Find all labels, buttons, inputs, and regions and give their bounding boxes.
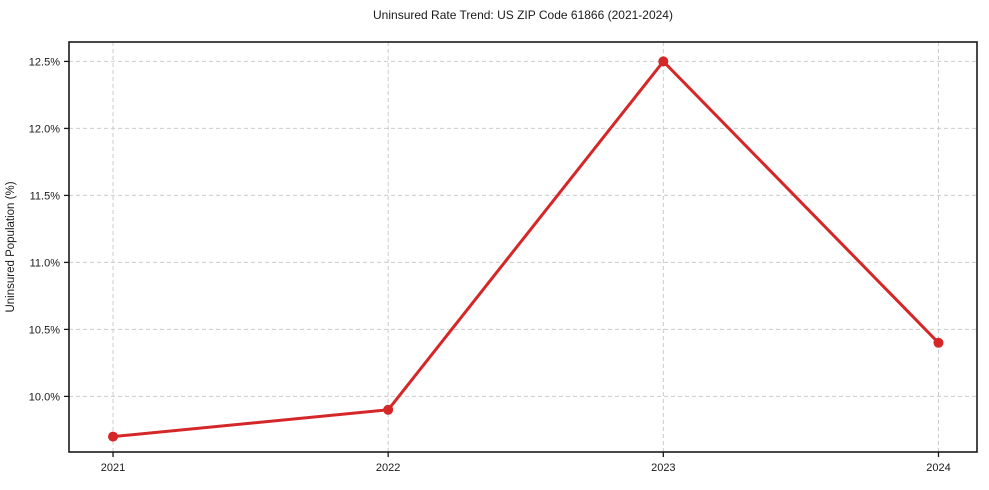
y-tick-label: 11.0% [30,257,61,269]
plot-frame-layer [68,41,978,453]
data-point-marker [108,431,119,442]
chart-title: Uninsured Rate Trend: US ZIP Code 61866 … [373,8,673,22]
grid-layer [69,42,977,452]
y-tick-label: 12.0% [29,123,60,135]
y-tick-label: 10.5% [29,324,60,336]
plot-frame [68,41,978,453]
x-tick-label: 2023 [651,462,675,474]
y-axis-label: Uninsured Population (%) [5,181,17,312]
series-layer [108,56,944,442]
x-tick-label: 2024 [926,462,950,474]
y-tick-label: 12.5% [29,56,60,68]
y-tick-label: 11.5% [30,190,61,202]
y-tick-label: 10.0% [29,391,60,403]
data-point-marker [933,337,944,348]
data-point-marker [658,56,669,67]
x-tick-label: 2022 [376,462,400,474]
x-tick-label: 2021 [101,462,125,474]
trend-line [111,59,940,439]
tick-layer: 2021 2022 2023 2024 10.0% 10.5% 11.0% 11.5% 12.0… [29,56,951,474]
data-point-marker [383,404,394,415]
